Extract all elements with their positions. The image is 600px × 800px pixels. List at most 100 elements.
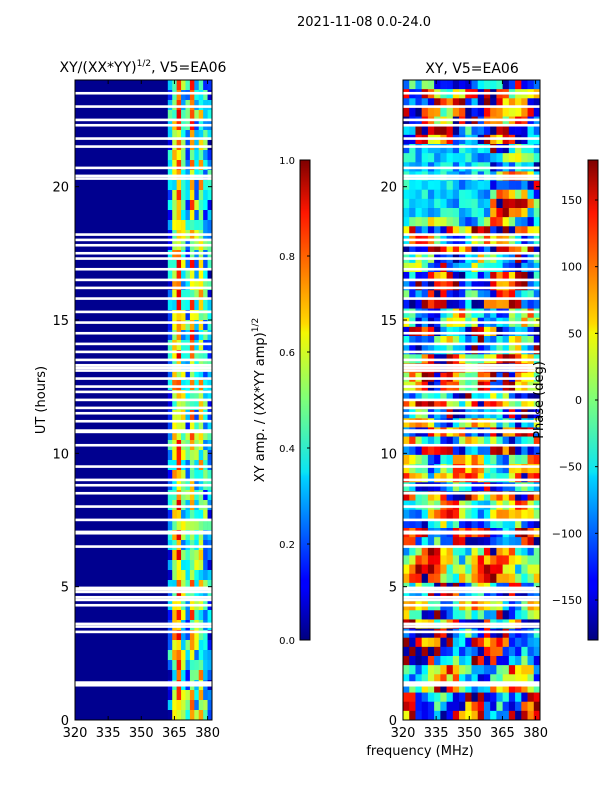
phase-heatmap-cell [527, 80, 535, 90]
phase-heatmap-cell [409, 656, 416, 666]
phase-heatmap-cell [415, 390, 422, 401]
phase-heatmap-cell [440, 692, 447, 703]
phase-heatmap-cell [502, 537, 510, 547]
phase-heatmap-cell [440, 208, 447, 218]
amplitude-heatmap-cell [167, 330, 173, 341]
amplitude-heatmap-cell [167, 380, 173, 391]
phase-heatmap-cell [446, 244, 454, 255]
phase-heatmap-cell [496, 98, 503, 108]
phase-heatmap-cell [533, 390, 541, 401]
phase-heatmap-cell [434, 509, 441, 520]
phase-heatmap-cell [496, 272, 503, 282]
phase-flagged-row [403, 369, 540, 372]
amplitude-heatmap-cell [189, 420, 195, 431]
phase-flagged-row [403, 390, 540, 394]
amplitude-heatmap-cell [181, 200, 186, 211]
amplitude-heatmap-cell [172, 110, 177, 121]
phase-colorbar-tick-label: 100 [561, 261, 582, 274]
amplitude-heatmap-cell [176, 660, 182, 671]
phase-heatmap-cell [521, 326, 528, 337]
phase-heatmap-cell [471, 482, 479, 492]
phase-heatmap-cell [471, 390, 479, 401]
amplitude-heatmap-cell [172, 260, 177, 271]
amplitude-heatmap-cell [194, 350, 200, 361]
phase-heatmap-cell [403, 637, 410, 648]
phase-heatmap-cell [434, 308, 441, 319]
phase-heatmap-cell [452, 107, 460, 117]
phase-heatmap-cell [409, 272, 416, 282]
amplitude-heatmap-cell [185, 280, 191, 291]
phase-heatmap-cell [533, 665, 541, 675]
phase-heatmap-cell [465, 518, 472, 529]
amplitude-heatmap-cell [172, 380, 177, 391]
phase-heatmap-cell [508, 436, 516, 447]
phase-heatmap-cell [471, 573, 479, 584]
amplitude-heatmap-cell [189, 320, 195, 331]
amplitude-heatmap-cell [198, 570, 204, 581]
amplitude-heatmap-cell [198, 110, 204, 121]
phase-heatmap-cell [459, 564, 466, 575]
amplitude-heatmap-cell [207, 660, 213, 671]
amplitude-heatmap-cell [181, 150, 186, 161]
phase-heatmap-cell [459, 400, 466, 410]
phase-heatmap-cell [434, 125, 441, 136]
phase-flagged-row [403, 123, 540, 127]
phase-heatmap-cell [496, 518, 503, 529]
amplitude-heatmap-cell [203, 260, 208, 271]
amplitude-heatmap-cell [189, 260, 195, 271]
phase-heatmap-cell [427, 674, 435, 684]
phase-heatmap-cell [490, 226, 497, 236]
phase-heatmap-cell [521, 217, 528, 227]
amplitude-flagged-row [75, 331, 212, 335]
phase-heatmap-cell [434, 692, 441, 703]
phase-heatmap-cell [427, 656, 435, 666]
phase-heatmap-cell [527, 555, 535, 565]
phase-heatmap-cell [427, 299, 435, 309]
amplitude-heatmap-cell [167, 570, 173, 581]
amplitude-heatmap-cell [176, 540, 182, 551]
phase-heatmap-cell [496, 710, 503, 721]
phase-heatmap-cell [533, 125, 541, 136]
amplitude-heatmap-cell [198, 630, 204, 641]
amplitude-heatmap-cell [207, 510, 213, 521]
amplitude-heatmap-cell [185, 610, 191, 621]
phase-heatmap-cell [415, 153, 422, 163]
amplitude-heatmap-cell [207, 490, 213, 501]
phase-heatmap-cell [477, 683, 485, 693]
amplitude-heatmap-cell [185, 220, 191, 231]
phase-heatmap-cell [440, 299, 447, 309]
phase-heatmap-cell [427, 436, 435, 447]
phase-heatmap-cell [508, 400, 516, 410]
amplitude-flagged-row [75, 590, 212, 594]
phase-heatmap-cell [521, 610, 528, 620]
amplitude-heatmap-cell [185, 470, 191, 481]
phase-heatmap-cell [533, 262, 541, 273]
amplitude-heatmap-cell [172, 470, 177, 481]
phase-heatmap-cell [409, 390, 416, 401]
phase-heatmap-cell [446, 326, 454, 337]
phase-heatmap-cell [521, 692, 528, 703]
amplitude-heatmap-cell [207, 560, 213, 571]
phase-heatmap-cell [446, 272, 454, 282]
amplitude-heatmap-cell [203, 700, 208, 711]
phase-heatmap-cell [483, 482, 491, 492]
amplitude-heatmap-cell [176, 710, 182, 721]
amplitude-heatmap-cell [189, 280, 195, 291]
phase-heatmap-cell [521, 244, 528, 255]
phase-heatmap-cell [452, 281, 460, 291]
amplitude-heatmap-cell [181, 420, 186, 431]
amplitude-panel-title: XY/(XX*YY)1/2, V5=EA06 [60, 59, 227, 76]
phase-heatmap-cell [459, 116, 466, 127]
phase-heatmap-cell [440, 646, 447, 657]
phase-heatmap-cell [521, 491, 528, 501]
phase-heatmap-cell [515, 546, 522, 556]
phase-heatmap-cell [533, 281, 541, 291]
phase-heatmap-cell [533, 518, 541, 529]
phase-heatmap-cell [403, 226, 410, 236]
phase-heatmap-cell [421, 418, 429, 428]
amplitude-heatmap-cell [181, 390, 186, 401]
amplitude-heatmap-cell [207, 310, 213, 321]
amplitude-heatmap-cell [194, 460, 200, 471]
amplitude-heatmap-cell [207, 690, 213, 701]
amplitude-heatmap-cell [203, 450, 208, 461]
